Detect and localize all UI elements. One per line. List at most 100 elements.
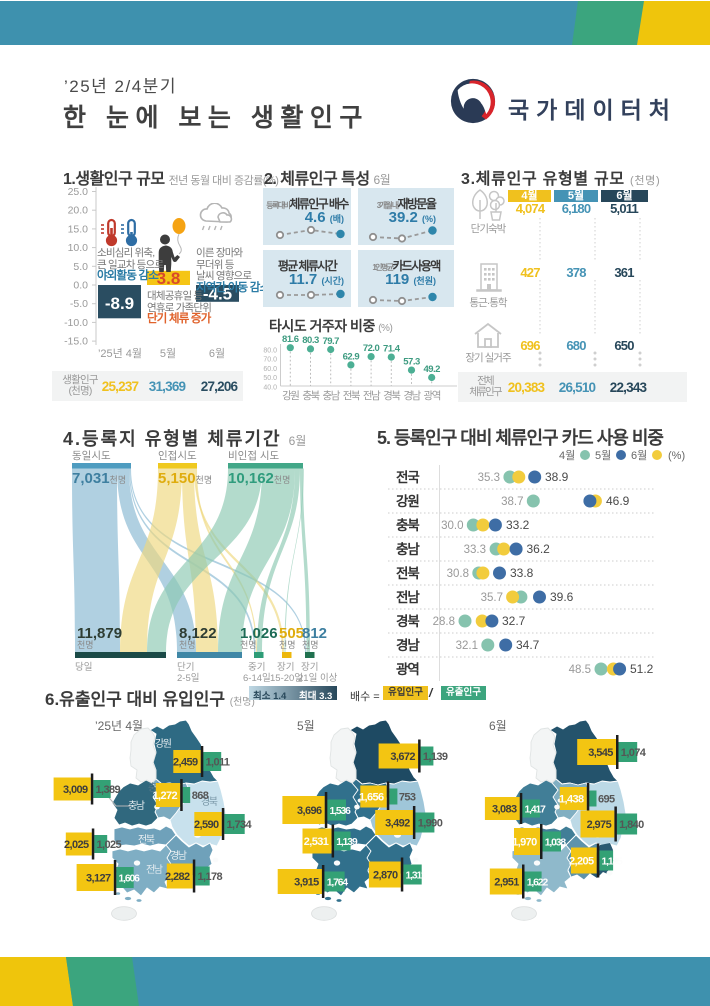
svg-text:46.9: 46.9 — [606, 494, 630, 508]
svg-text:1,438: 1,438 — [559, 794, 584, 806]
svg-text:1,970: 1,970 — [512, 837, 537, 849]
svg-text:32.7: 32.7 — [502, 614, 526, 628]
svg-text:7,031천명: 7,031천명 — [72, 470, 126, 487]
svg-text:1,606: 1,606 — [119, 874, 141, 885]
svg-text:5월: 5월 — [160, 347, 176, 360]
svg-text:80.3: 80.3 — [302, 335, 319, 346]
svg-text:충북: 충북 — [396, 518, 419, 533]
svg-text:1,389: 1,389 — [96, 784, 121, 796]
svg-text:1,038: 1,038 — [545, 838, 567, 849]
svg-text:11,879: 11,879 — [77, 625, 122, 642]
svg-text:6월: 6월 — [209, 347, 225, 360]
svg-text:21일 이상: 21일 이상 — [298, 673, 338, 684]
svg-text:강원: 강원 — [282, 390, 299, 402]
svg-text:10,162천명: 10,162천명 — [228, 470, 290, 487]
svg-text:72.0: 72.0 — [363, 343, 380, 354]
svg-text:광역: 광역 — [396, 661, 419, 677]
svg-text:당일: 당일 — [75, 662, 92, 673]
svg-text:1,734: 1,734 — [227, 819, 253, 831]
svg-text:1,417: 1,417 — [525, 805, 547, 816]
svg-text:6-14일: 6-14일 — [243, 673, 271, 684]
svg-text:3,696: 3,696 — [297, 805, 322, 817]
svg-text:71.4: 71.4 — [383, 344, 401, 355]
svg-text:5,150천명: 5,150천명 — [158, 470, 212, 487]
svg-text:충남: 충남 — [396, 541, 420, 557]
svg-text:20.0: 20.0 — [68, 205, 89, 217]
svg-text:3,915: 3,915 — [294, 877, 319, 889]
svg-text:5.0: 5.0 — [73, 261, 88, 273]
svg-text:동일시도: 동일시도 — [72, 449, 111, 462]
svg-text:4월: 4월 — [559, 449, 575, 462]
svg-text:70.0: 70.0 — [263, 357, 277, 364]
svg-text:2-5일: 2-5일 — [177, 673, 199, 684]
svg-text:2,975: 2,975 — [587, 819, 612, 831]
svg-text:2,870: 2,870 — [373, 870, 398, 882]
svg-text:80.0: 80.0 — [263, 348, 277, 355]
svg-text:장기: 장기 — [301, 662, 318, 673]
svg-text:-15.0: -15.0 — [64, 336, 88, 348]
svg-text:경북: 경북 — [201, 795, 218, 808]
svg-text:천명: 천명 — [179, 640, 196, 650]
svg-text:강원: 강원 — [155, 738, 172, 750]
svg-text:강원: 강원 — [396, 493, 419, 509]
svg-text:1,026: 1,026 — [240, 625, 278, 642]
svg-text:1,764: 1,764 — [327, 878, 349, 889]
svg-text:36.2: 36.2 — [527, 542, 551, 556]
svg-text:35.7: 35.7 — [481, 592, 503, 604]
svg-text:5월: 5월 — [595, 449, 611, 462]
svg-text:3,009: 3,009 — [63, 784, 88, 796]
svg-text:천명: 천명 — [302, 640, 319, 650]
svg-text:868: 868 — [192, 790, 209, 802]
svg-text:2,459: 2,459 — [173, 757, 198, 769]
svg-text:’25년 4월: ’25년 4월 — [98, 347, 142, 360]
svg-text:2,205: 2,205 — [569, 856, 594, 868]
svg-text:2,590: 2,590 — [194, 819, 219, 831]
svg-text:3,083: 3,083 — [492, 804, 517, 816]
svg-text:1,272: 1,272 — [152, 790, 177, 802]
svg-text:전남: 전남 — [146, 864, 163, 876]
svg-text:15.0: 15.0 — [68, 223, 89, 235]
svg-text:1,074: 1,074 — [621, 747, 647, 759]
svg-text:충남: 충남 — [128, 800, 145, 812]
svg-text:15-20일: 15-20일 — [270, 673, 303, 684]
svg-text:천명: 천명 — [279, 640, 296, 650]
svg-text:3,127: 3,127 — [86, 873, 111, 885]
svg-text:(%): (%) — [668, 450, 685, 462]
svg-text:32.1: 32.1 — [456, 640, 478, 652]
svg-text:57.3: 57.3 — [403, 357, 420, 368]
svg-text:단기: 단기 — [177, 662, 194, 673]
svg-text:경남: 경남 — [170, 849, 187, 862]
svg-text:전남: 전남 — [396, 589, 420, 605]
svg-text:695: 695 — [598, 794, 615, 806]
svg-text:1,139: 1,139 — [336, 837, 358, 848]
svg-text:51.2: 51.2 — [630, 662, 654, 676]
svg-text:충북: 충북 — [302, 390, 320, 402]
svg-text:10.0: 10.0 — [68, 242, 89, 254]
svg-text:광역: 광역 — [424, 390, 441, 402]
svg-text:1,139: 1,139 — [423, 751, 448, 763]
svg-text:3.8: 3.8 — [157, 269, 181, 288]
svg-text:48.5: 48.5 — [569, 664, 591, 676]
svg-text:인접시도: 인접시도 — [158, 450, 197, 462]
svg-text:3,492: 3,492 — [385, 818, 410, 830]
svg-text:경남: 경남 — [396, 637, 420, 653]
svg-text:62.9: 62.9 — [343, 352, 360, 363]
svg-text:1,185: 1,185 — [602, 857, 624, 868]
svg-text:1,311: 1,311 — [406, 871, 427, 882]
svg-text:33.2: 33.2 — [506, 518, 530, 532]
svg-text:79.7: 79.7 — [322, 336, 339, 347]
svg-text:1,025: 1,025 — [97, 839, 122, 851]
svg-text:8,122: 8,122 — [179, 625, 217, 642]
svg-text:40.0: 40.0 — [263, 384, 277, 391]
svg-text:2,951: 2,951 — [494, 877, 519, 889]
svg-text:6월: 6월 — [631, 449, 647, 462]
svg-text:전북: 전북 — [396, 565, 419, 581]
svg-text:30.8: 30.8 — [447, 568, 469, 580]
svg-text:천명: 천명 — [77, 640, 94, 650]
svg-text:경북: 경북 — [396, 613, 419, 629]
svg-text:35.3: 35.3 — [478, 472, 500, 484]
svg-text:3,545: 3,545 — [588, 747, 613, 759]
svg-text:비인접 시도: 비인접 시도 — [228, 450, 280, 462]
svg-text:전남: 전남 — [363, 390, 381, 402]
svg-text:-5.0: -5.0 — [70, 298, 88, 310]
